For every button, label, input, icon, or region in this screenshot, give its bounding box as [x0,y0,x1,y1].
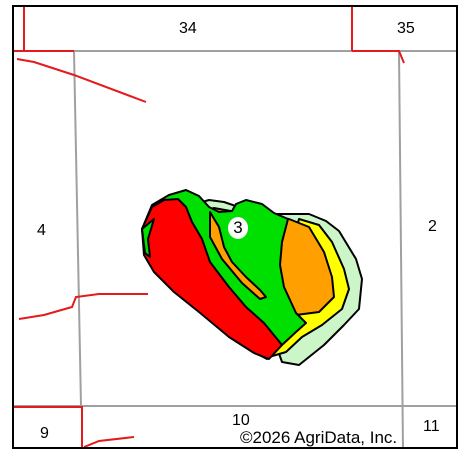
section-label-11: 11 [423,418,440,435]
section-label-4: 4 [37,222,46,239]
roads [14,7,405,447]
copyright-text: ©2026 AgriData, Inc. [240,428,398,447]
zone-green-sliver[interactable] [141,218,155,258]
section-line-west [73,50,82,407]
zone-orange-inner[interactable] [209,211,267,300]
field-label[interactable]: 3 [228,217,248,239]
zone-red[interactable] [141,198,283,360]
field-polygon[interactable] [141,189,363,366]
section-label-2: 2 [428,218,437,235]
section-label-9: 9 [40,425,49,442]
road [14,406,83,447]
section-line-east [398,50,404,447]
map-frame: 34 35 4 2 9 10 11 3 ©2026 AgriData, Inc. [12,5,458,449]
road [352,50,405,64]
section-label-10: 10 [232,412,250,429]
road [83,436,135,447]
road [18,293,148,320]
section-label-34: 34 [179,20,197,37]
section-label-35: 35 [397,20,415,37]
road [16,58,147,103]
